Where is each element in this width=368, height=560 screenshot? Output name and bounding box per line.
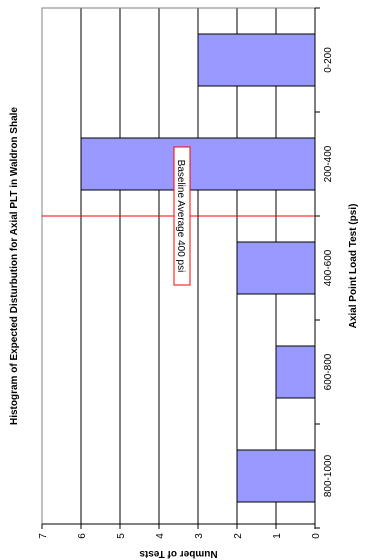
value-tick-label: 2 [233, 533, 244, 539]
value-tick-label: 1 [272, 533, 283, 539]
bar-200-400 [80, 137, 316, 191]
bar-800-1000 [236, 449, 316, 503]
x-axis-title: Axial Point Load Test (psi) [348, 204, 359, 329]
category-tick-label: 0-200 [323, 47, 334, 73]
category-tick-label: 600-800 [323, 353, 334, 390]
chart-title: Histogram of Expected Disturbution for A… [9, 107, 20, 425]
value-tick-label: 7 [38, 533, 49, 539]
plot-area: 0-200 200-400 400-600 600-800 800-1000 0 1 2 3 4 5… [38, 7, 334, 539]
value-tick-label: 6 [77, 533, 88, 539]
bar-400-600 [236, 241, 316, 295]
y-axis-title: Number of Tests [139, 548, 218, 559]
category-tick-label: 400-600 [323, 249, 334, 286]
value-tick-label: 5 [116, 533, 127, 539]
bar-600-800 [275, 345, 316, 399]
value-tick-label: 3 [194, 533, 205, 539]
category-tick-label: 800-1000 [323, 454, 334, 497]
bar-0-200 [197, 33, 316, 87]
value-tick-label: 0 [311, 533, 322, 539]
baseline-label: Baseline Average 400 psi [175, 160, 186, 273]
category-tick-label: 200-400 [323, 145, 334, 182]
baseline-label-box [173, 146, 191, 286]
value-tick-label: 4 [155, 533, 166, 539]
